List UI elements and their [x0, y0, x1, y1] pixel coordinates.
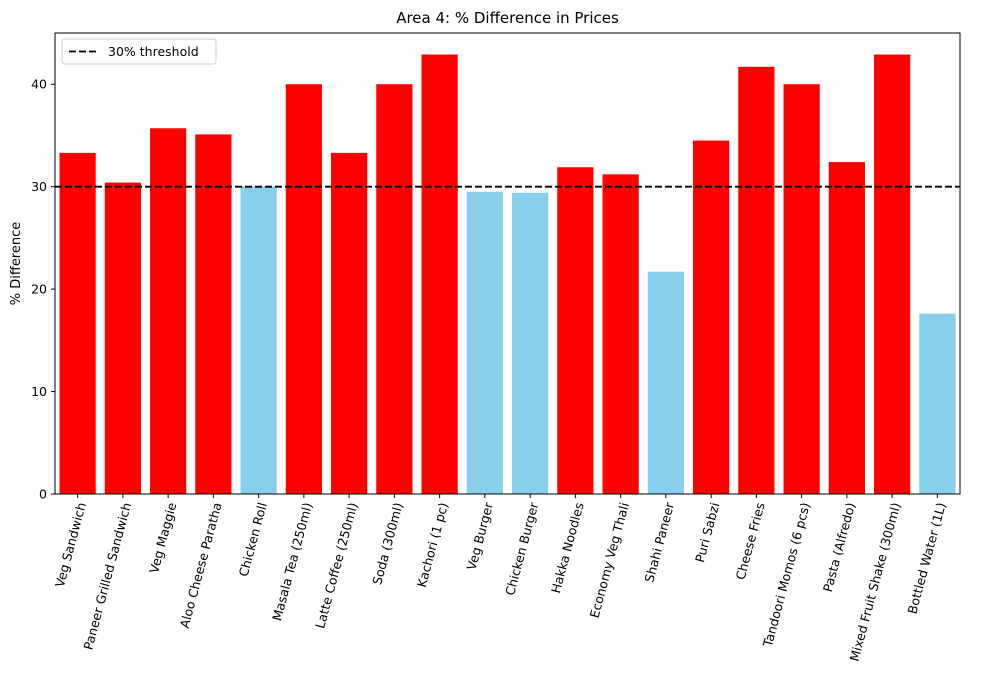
x-tick-label: Tandoori Momos (6 pcs): [760, 501, 813, 649]
x-tick-label: Aloo Cheese Paratha: [177, 501, 225, 630]
x-tick-label: Pasta (Alfredo): [820, 501, 858, 594]
x-tick-label: Veg Sandwich: [52, 501, 89, 589]
x-tick-label: Shahi Paneer: [641, 500, 677, 584]
x-tick-label: Chicken Roll: [236, 501, 270, 578]
bar: [919, 313, 956, 494]
bar: [150, 128, 187, 495]
x-tick-label: Mixed Fruit Shake (300ml): [847, 501, 904, 663]
bar: [240, 186, 277, 494]
bar: [104, 182, 141, 494]
bars-group: [59, 54, 956, 495]
legend-box: [61, 38, 217, 65]
x-tick-label: Latte Coffee (250ml): [312, 501, 360, 630]
bar: [602, 174, 639, 494]
y-tick-label: 30: [31, 179, 47, 194]
x-tick-label: Bottled Water (1L): [904, 501, 948, 616]
plot-frame: [54, 32, 961, 495]
x-tick-label: Veg Maggie: [146, 501, 179, 575]
bar: [421, 54, 458, 494]
x-tick-label: Economy Veg Thali: [587, 501, 632, 620]
bar: [828, 162, 865, 494]
legend: 30% threshold: [61, 38, 217, 65]
y-tick-label: 40: [31, 77, 47, 92]
x-tick-label: Veg Burger: [464, 500, 497, 572]
bar: [738, 66, 775, 494]
bar: [693, 140, 730, 495]
bar: [376, 84, 413, 494]
bar: [195, 134, 232, 495]
x-tick-label: Soda (300ml): [369, 501, 405, 586]
bar: [647, 271, 684, 494]
y-tick-label: 20: [31, 282, 47, 297]
x-tick-label: Chicken Burger: [502, 500, 541, 597]
legend-threshold-label: 30% threshold: [108, 44, 199, 59]
x-tick-label: Kachori (1 pc): [414, 501, 451, 589]
bar: [512, 192, 549, 494]
bar: [783, 84, 820, 494]
y-tick-label: 0: [39, 487, 47, 502]
x-tick-label: Masala Tea (250ml): [269, 501, 315, 623]
chart-title: Area 4: % Difference in Prices: [396, 9, 619, 27]
y-tick-label: 10: [31, 384, 47, 399]
bar: [331, 152, 368, 495]
x-tick-label: Hakka Noodles: [548, 501, 587, 595]
x-tick-label: Puri Sabzi: [692, 501, 722, 564]
y-axis: 0 10 20 30 40: [31, 77, 55, 502]
bar: [466, 191, 503, 495]
x-tick-label: Cheese Fries: [733, 501, 768, 581]
y-axis-label: % Difference: [9, 222, 24, 306]
bar: [557, 167, 594, 495]
bar: [285, 84, 322, 494]
x-tick-label: Paneer Grilled Sandwich: [80, 501, 134, 652]
bar: [874, 54, 911, 494]
bar: [59, 152, 96, 495]
